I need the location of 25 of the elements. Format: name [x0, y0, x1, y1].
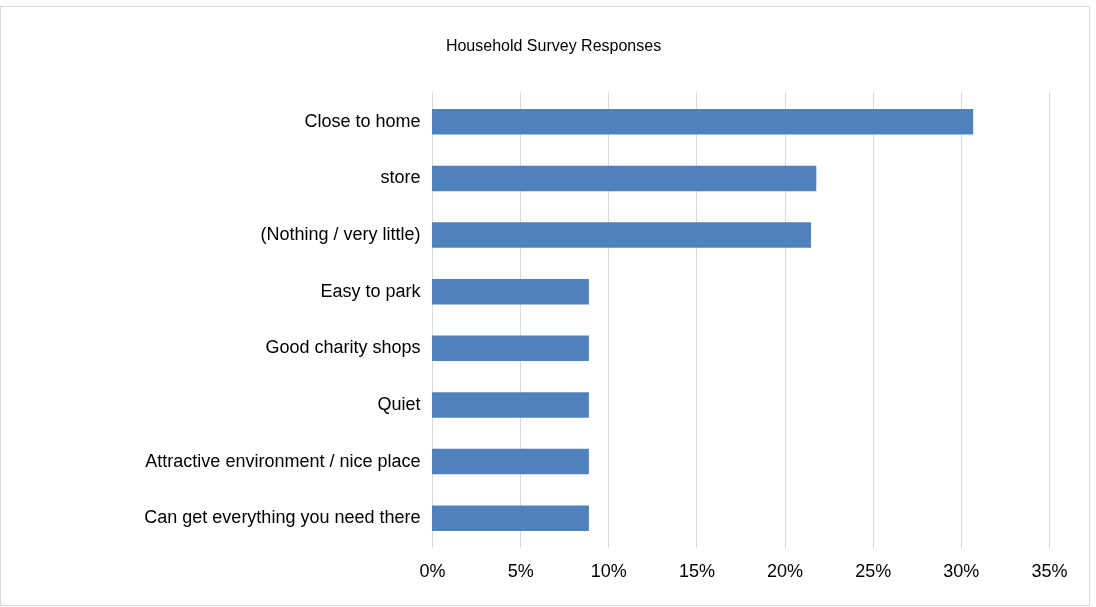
x-tick-label: 30% [943, 560, 980, 581]
bar [432, 448, 589, 475]
y-tick-label: store [380, 167, 421, 188]
bar [432, 165, 817, 192]
x-tick-label: 35% [1031, 560, 1068, 581]
bar [432, 505, 589, 532]
chart-title: Household Survey Responses [445, 37, 662, 54]
y-tick-label: (Nothing / very little) [260, 224, 421, 245]
x-tick-label: 25% [855, 560, 892, 581]
x-tick-label: 15% [678, 560, 715, 581]
bar [432, 278, 589, 305]
x-tick-label: 20% [767, 560, 804, 581]
bar [432, 108, 974, 135]
y-tick-label: Easy to park [320, 280, 422, 301]
x-tick-label: 10% [590, 560, 627, 581]
bar [432, 335, 589, 362]
y-tick-label: Good charity shops [265, 337, 421, 358]
y-tick-label: Attractive environment / nice place [145, 450, 421, 471]
x-tick-label: 5% [507, 560, 534, 581]
bar [432, 222, 812, 248]
y-tick-label: Quiet [377, 393, 421, 414]
y-tick-label: Close to home [304, 110, 421, 131]
x-tick-label: 0% [419, 560, 446, 581]
y-tick-label: Can get everything you need there [144, 507, 421, 528]
bar [432, 392, 589, 418]
